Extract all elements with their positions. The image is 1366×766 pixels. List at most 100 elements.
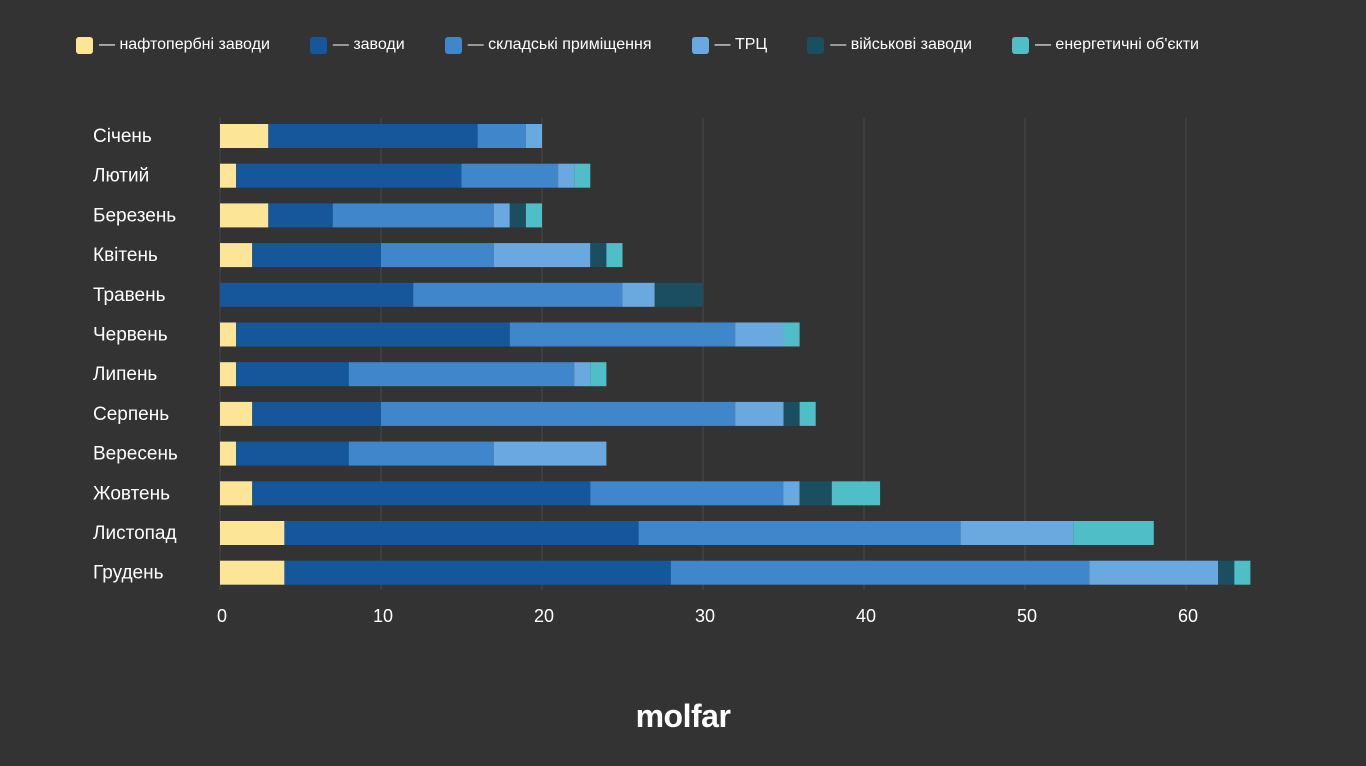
x-tick-label: 0 [217,606,227,626]
legend-swatch [444,36,462,54]
legend-item: — складські приміщення [444,36,652,54]
bar-segment [735,401,784,426]
bar-segment [220,203,269,228]
legend-label: — нафтопербні заводи [99,36,270,53]
bar-segment [590,481,784,506]
bar-segment [525,124,542,148]
bars [220,124,1251,585]
bar-segment [220,401,253,426]
legend-item: — енергетичні об'єкти [1011,36,1199,54]
bar-segment [413,282,623,307]
category-label: Липень [93,364,157,385]
legend-label: — заводи [332,36,405,53]
bar-segment [332,203,494,228]
legend-item: — нафтопербні заводи [76,36,270,54]
x-tick-label: 20 [534,606,554,626]
bar-segment [477,124,526,148]
bar-segment [252,401,381,426]
legend-item: — заводи [309,36,405,54]
legend-swatch [807,36,825,54]
x-tick-labels: 0 10 20 30 40 50 60 [217,606,1198,626]
bar-segment [493,441,607,466]
bar-segment [783,481,800,506]
bar-segment [509,203,526,228]
bar-segment [574,362,591,387]
bar-segment [252,243,381,268]
bar-segment [236,322,510,347]
bar-segment [783,401,800,426]
bar-segment [735,322,784,347]
molfar-logo: molfar [635,698,731,734]
bar-segment [590,243,607,268]
category-label: Червень [93,325,168,346]
bar-segment [606,243,623,268]
bar-segment [220,163,237,188]
legend-swatch [76,36,93,54]
bar-segment [381,243,494,268]
category-label: Лютий [93,166,149,187]
chart-legend: — нафтопербні заводи — заводи — складські … [76,36,1199,54]
category-label: Грудень [93,563,164,584]
bar-segment [1234,560,1251,585]
bar-segment [1089,560,1219,585]
x-tick-label: 30 [695,606,715,626]
bar-segment [268,203,333,228]
bar-segment [284,521,639,545]
bar-segment [493,203,510,228]
bar-segment [638,521,961,545]
legend-label: — складські приміщення [467,36,652,53]
legend-label: — військові заводи [830,36,972,53]
bar-segment [783,322,800,347]
bar-segment [799,401,816,426]
bar-segment [268,124,478,148]
bar-segment [220,124,269,148]
bar-segment [461,163,559,188]
bar-segment [220,521,285,545]
x-tick-label: 10 [373,606,393,626]
bar-segment [220,441,237,466]
bar-segment [220,481,253,506]
legend-swatch [309,36,327,54]
legend-item: — військові заводи [807,36,972,54]
category-label: Квітень [93,245,158,266]
bar-segment [509,322,736,347]
bar-segment [799,481,832,506]
category-label: Серпень [93,404,169,425]
bar-segment [220,243,253,268]
category-label: Жовтень [93,483,170,504]
bar-segment [670,560,1090,585]
x-tick-label: 40 [856,606,876,626]
bar-segment [1218,560,1235,585]
category-label: Січень [93,126,152,147]
category-labels: Січень Лютий Березень Квітень Травень Червень… [93,126,178,584]
legend-item: — ТРЦ [691,36,768,54]
category-label: Вересень [93,444,178,465]
x-tick-label: 60 [1178,606,1198,626]
bar-segment [831,481,881,506]
bar-segment [525,203,542,228]
bar-segment [622,282,655,307]
category-label: Травень [93,285,166,306]
legend-label: — ТРЦ [714,36,768,53]
bar-segment [590,362,607,387]
bar-segment [493,243,591,268]
category-label: Листопад [93,523,177,544]
bar-segment [220,560,285,585]
gridlines [219,118,1187,590]
bar-segment [1073,521,1154,545]
bar-segment [220,362,237,387]
bar-segment [654,282,703,307]
legend-label: — енергетичні об'єкти [1034,36,1199,53]
bar-segment [220,282,414,307]
bar-segment [960,521,1074,545]
x-tick-label: 50 [1017,606,1037,626]
bar-segment [236,441,349,466]
bar-segment [220,322,237,347]
bar-segment [236,163,462,188]
legend-swatch [691,36,709,54]
bar-segment [574,163,591,188]
bar-segment [348,362,575,387]
bar-segment [348,441,494,466]
legend-swatch [1011,36,1029,54]
